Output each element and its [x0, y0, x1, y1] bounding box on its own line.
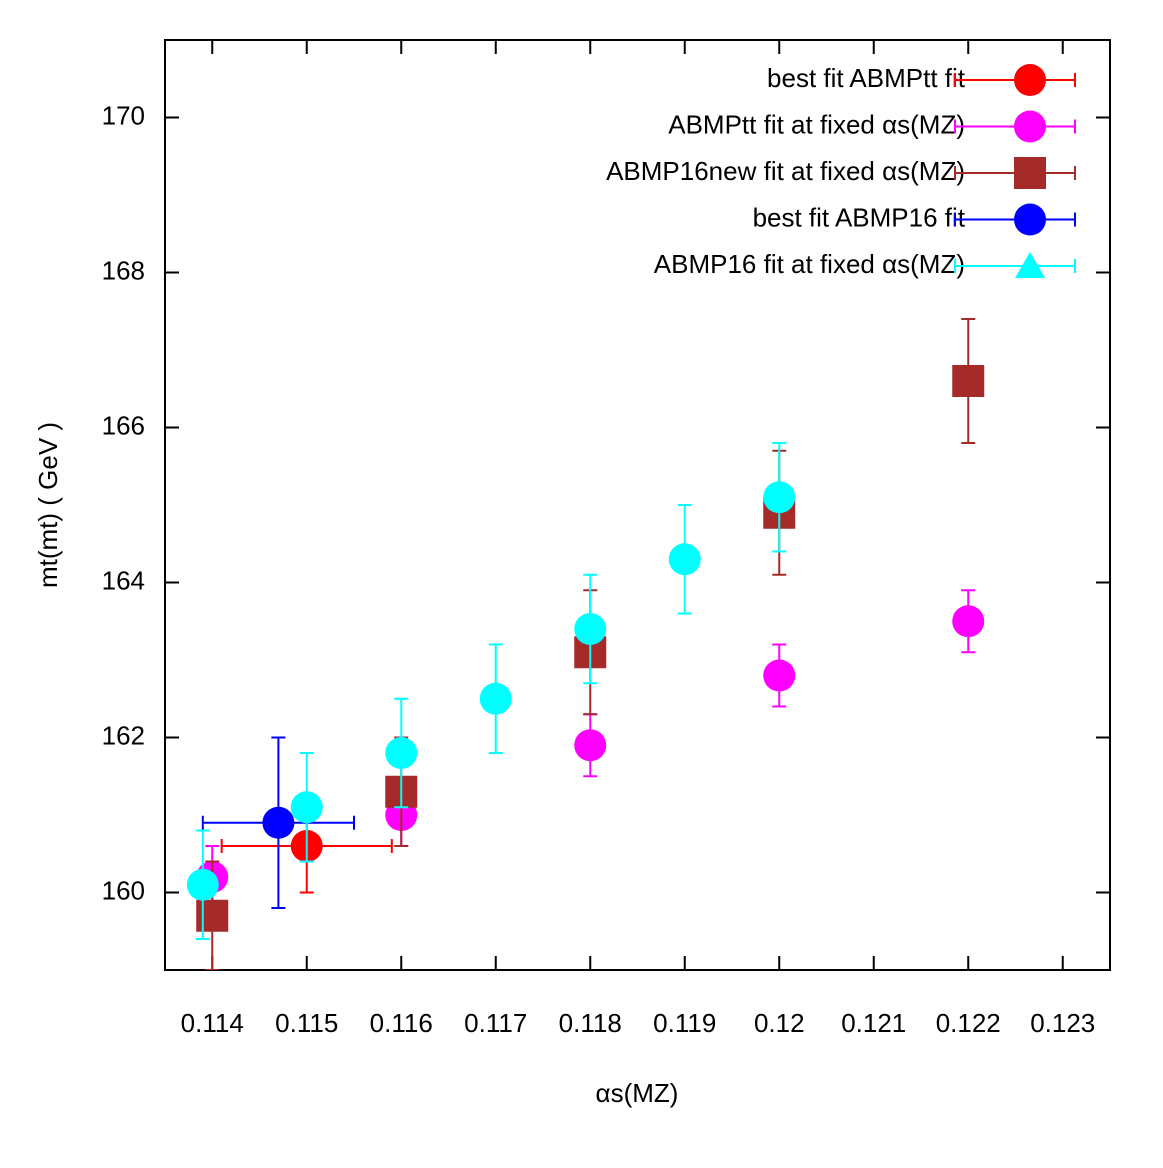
x-tick-label: 0.115	[275, 1008, 338, 1038]
legend-symbol	[1015, 252, 1045, 278]
y-tick-label: 162	[102, 720, 145, 750]
y-tick-label: 160	[102, 875, 145, 905]
legend-symbol	[1014, 203, 1046, 236]
x-tick-label: 0.116	[370, 1008, 433, 1038]
legend-symbol	[1014, 110, 1046, 143]
legend-symbol	[1014, 64, 1046, 96]
x-tick-label: 0.118	[559, 1008, 622, 1038]
y-tick-label: 168	[102, 255, 145, 285]
point	[262, 806, 295, 839]
legend-symbol	[1014, 157, 1046, 189]
legend-label: ABMPtt fit at fixed αs(MZ)	[668, 109, 965, 139]
point	[479, 682, 512, 715]
y-tick-label: 164	[102, 565, 145, 595]
y-tick-label: 166	[102, 410, 145, 440]
point	[574, 729, 607, 762]
legend-label: ABMP16 fit at fixed αs(MZ)	[654, 249, 965, 279]
point	[668, 543, 701, 576]
point	[290, 791, 323, 824]
legend-label: best fit ABMP16 fit	[753, 202, 966, 232]
x-tick-label: 0.12	[754, 1008, 805, 1038]
point	[952, 365, 985, 397]
plot-area	[186, 318, 985, 970]
x-tick-label: 0.122	[936, 1008, 1001, 1038]
x-tick-label: 0.114	[181, 1008, 244, 1038]
y-tick-label: 170	[102, 100, 145, 130]
point	[196, 899, 229, 932]
point	[574, 613, 607, 645]
point	[763, 659, 796, 692]
x-tick-label: 0.119	[653, 1008, 716, 1038]
legend-line	[954, 259, 1076, 273]
legend-label: best fit ABMPtt fit	[767, 63, 966, 93]
point	[763, 481, 796, 514]
plot-frame	[164, 39, 1111, 971]
x-tick-label: 0.121	[841, 1008, 906, 1038]
point	[385, 737, 418, 769]
y-axis-label: mt(mt) ( GeV )	[33, 422, 63, 588]
x-tick-label: 0.123	[1030, 1008, 1095, 1038]
point	[952, 605, 985, 638]
x-tick-label: 0.117	[464, 1008, 527, 1038]
point	[186, 868, 219, 901]
x-axis-label: αs(MZ)	[596, 1078, 679, 1108]
legend-label: ABMP16new fit at fixed αs(MZ)	[606, 156, 965, 186]
